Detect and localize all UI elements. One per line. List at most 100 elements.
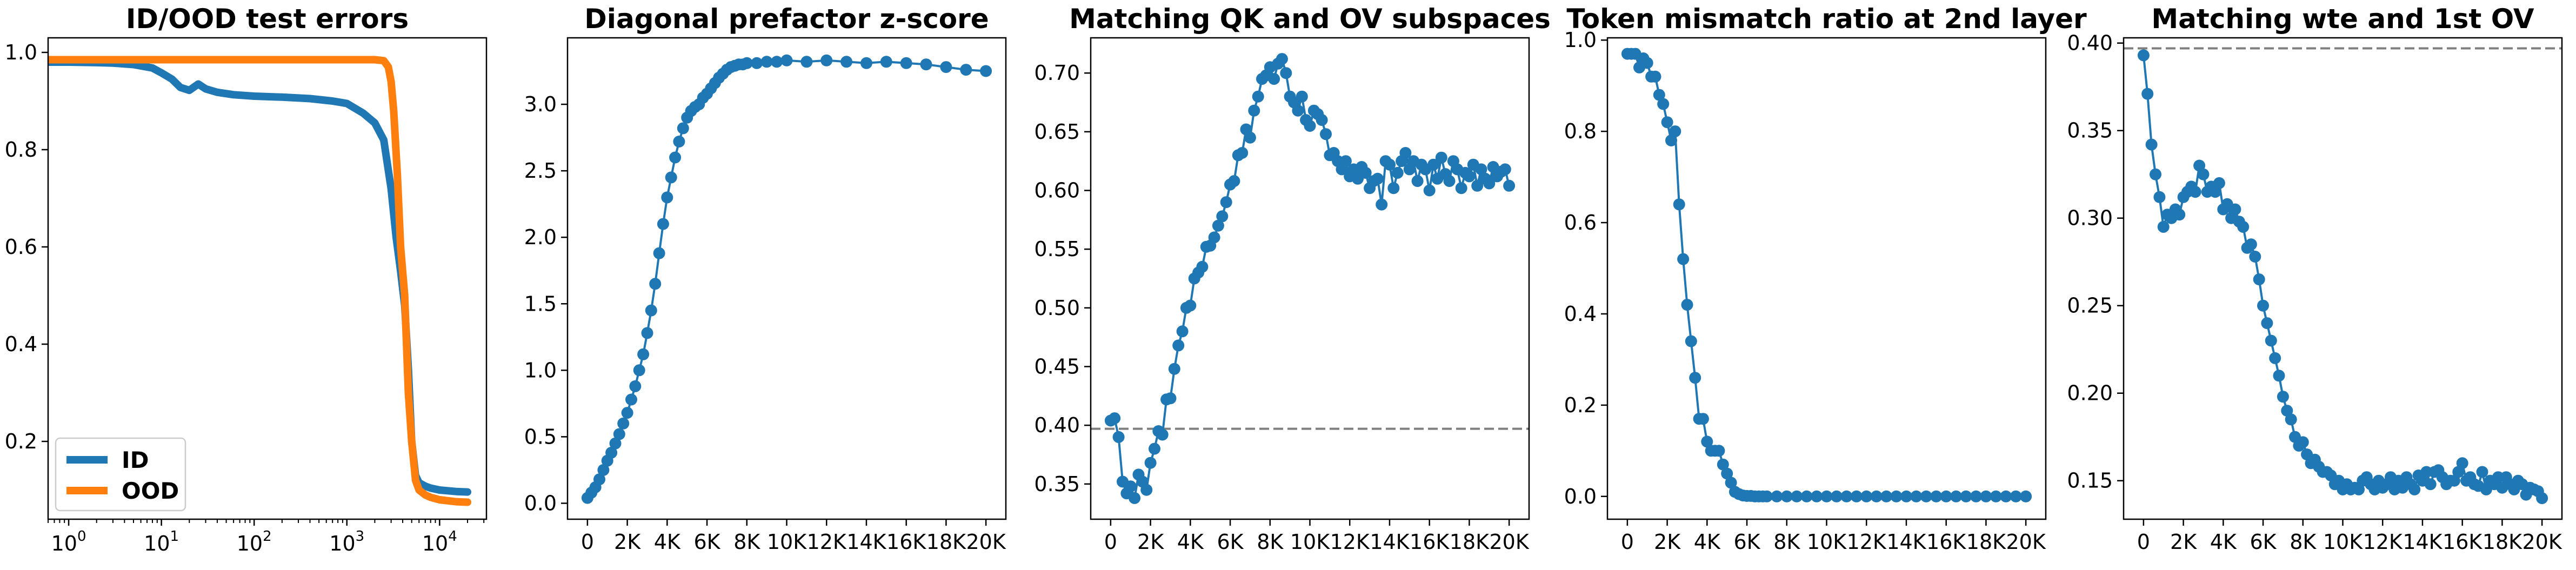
x-tick-label: 10K xyxy=(1290,530,1330,554)
data-point xyxy=(880,56,892,68)
data-point xyxy=(1499,163,1511,176)
y-tick-label: 0.8 xyxy=(5,138,37,162)
data-point xyxy=(1212,219,1224,232)
x-tick-label: 2K xyxy=(1654,530,1681,554)
data-point xyxy=(1164,392,1177,405)
x-tick-label: 10K xyxy=(2323,530,2363,554)
data-point xyxy=(1276,53,1288,65)
data-point xyxy=(1970,490,1982,502)
y-tick-label: 0.35 xyxy=(2067,119,2113,143)
data-point xyxy=(1900,490,1912,502)
data-point xyxy=(661,191,673,204)
legend-label-id: ID xyxy=(122,447,149,473)
data-point xyxy=(1124,480,1137,493)
data-point xyxy=(2189,186,2201,198)
data-point xyxy=(1677,253,1690,265)
data-point xyxy=(1880,490,1893,502)
data-point xyxy=(751,57,763,69)
data-point xyxy=(2197,168,2210,180)
data-point xyxy=(1791,490,1803,502)
x-tick-label: 4K xyxy=(654,530,681,554)
data-point xyxy=(1129,492,1141,504)
x-tick-label: 14K xyxy=(846,530,886,554)
data-point xyxy=(2173,209,2186,221)
x-tick-label: 16K xyxy=(1926,530,1966,554)
y-tick-label: 0.50 xyxy=(1034,296,1080,320)
x-tick-label: 18K xyxy=(1450,530,1490,554)
x-tick-label: 6K xyxy=(1733,530,1760,554)
data-point xyxy=(1435,151,1447,164)
y-tick-label: 0.2 xyxy=(1564,393,1597,417)
x-tick-label: 101 xyxy=(144,528,179,555)
x-tick-label: 4K xyxy=(2210,530,2237,554)
x-tick-label: 8K xyxy=(733,530,760,554)
data-point xyxy=(1427,158,1440,171)
data-point xyxy=(2285,413,2297,426)
data-point xyxy=(1771,490,1783,502)
data-point xyxy=(2020,490,2032,502)
x-tick-label: 6K xyxy=(693,530,720,554)
data-point xyxy=(1320,128,1332,140)
x-tick-label: 2K xyxy=(1137,530,1164,554)
data-point xyxy=(1840,490,1853,502)
data-point xyxy=(1685,335,1697,347)
data-point xyxy=(960,64,972,76)
data-point xyxy=(1649,70,1661,83)
x-tick-label-base: 10 xyxy=(422,532,448,555)
data-point xyxy=(771,56,783,68)
data-point xyxy=(2010,490,2022,502)
y-tick-label: 0.4 xyxy=(1564,302,1597,326)
y-tick-label: 1.0 xyxy=(1564,28,1597,52)
data-point xyxy=(1641,57,1653,69)
y-tick-label: 0.2 xyxy=(5,430,37,453)
data-point xyxy=(1280,67,1292,79)
data-point xyxy=(2456,457,2468,470)
y-tick-label: 0.0 xyxy=(1564,485,1597,508)
x-tick-label-base: 10 xyxy=(144,532,170,555)
x-tick-label: 14K xyxy=(1370,530,1410,554)
series-ood xyxy=(48,56,471,506)
data-point xyxy=(1292,104,1304,117)
data-point xyxy=(1725,477,1737,489)
data-point xyxy=(1503,179,1516,192)
data-point xyxy=(1471,179,1484,192)
data-point xyxy=(1228,175,1240,187)
data-point xyxy=(2257,299,2269,312)
data-point xyxy=(1455,182,1467,195)
x-tick-label: 6K xyxy=(1217,530,1244,554)
chart-title: Matching wte and 1st OV xyxy=(2151,3,2534,35)
x-tick-label: 8K xyxy=(2290,530,2317,554)
chart-2: Diagonal prefactor z-score 0.0 0.5 1.0 1.5 2.… xyxy=(524,3,1007,554)
data-point xyxy=(1960,490,1972,502)
x-tick-label: 12K xyxy=(807,530,847,554)
data-point xyxy=(1940,490,1952,502)
plot-frame xyxy=(566,37,1007,520)
data-point xyxy=(2237,220,2250,233)
x-tick-label: 0 xyxy=(581,530,594,554)
data-point xyxy=(1156,428,1169,441)
data-point xyxy=(653,247,665,259)
x-tick-label: 16K xyxy=(886,530,926,554)
data-point xyxy=(665,171,677,184)
data-point xyxy=(649,278,662,290)
data-point xyxy=(613,428,625,440)
data-point xyxy=(2213,177,2225,189)
data-point xyxy=(1359,166,1372,179)
y-tick-label: 0.35 xyxy=(1034,472,1080,496)
data-point xyxy=(677,122,689,135)
data-point xyxy=(1216,210,1229,223)
data-point xyxy=(1220,196,1232,209)
data-point xyxy=(1176,325,1189,338)
data-point xyxy=(1149,442,1160,455)
y-tick-label: 1.0 xyxy=(5,41,37,64)
data-point xyxy=(1657,98,1670,110)
data-point xyxy=(2253,273,2265,286)
x-tick-label: 18K xyxy=(1966,530,2006,554)
data-point xyxy=(2297,436,2309,448)
data-point xyxy=(597,464,610,476)
data-point xyxy=(1950,490,1963,502)
plot-frame xyxy=(47,37,488,520)
y-tick-label: 0.70 xyxy=(1034,61,1080,85)
y-tick-label: 0.8 xyxy=(1564,119,1597,143)
data-point xyxy=(1760,490,1773,502)
